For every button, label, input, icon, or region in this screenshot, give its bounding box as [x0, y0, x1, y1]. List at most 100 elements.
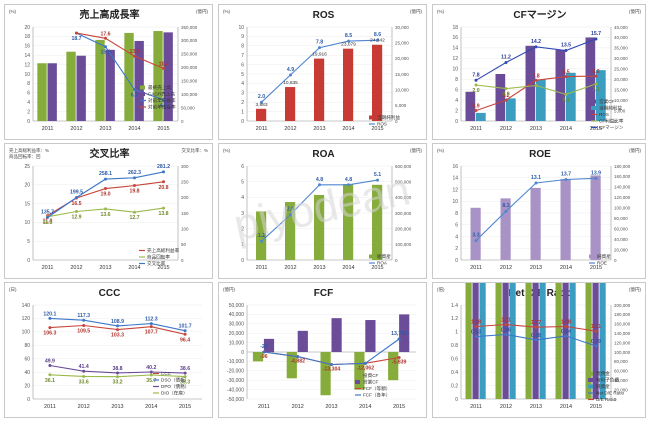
roe-data-label: 8.3: [502, 203, 509, 209]
ros-y-tick: 8: [241, 44, 244, 50]
growth-y-tick: 0: [27, 119, 30, 125]
de-legend-swatch: [588, 378, 593, 382]
roe-y2-tick: 0: [614, 258, 617, 263]
de-point-0-3: [564, 334, 568, 338]
roe-y2-tick: 100,000: [614, 206, 631, 211]
fcf-bar-0-0: [252, 352, 264, 362]
turnover-y-tick: 15: [24, 201, 30, 207]
turnover-data-label: 12.9: [71, 214, 81, 220]
de-bar-2-1: [509, 283, 516, 399]
de-bar-0-4: [585, 283, 592, 399]
ros-data-label: 8.6: [374, 32, 381, 38]
ros-y-tick: 0: [241, 119, 244, 125]
ros-bar-label: 3,883: [255, 102, 267, 108]
ros-y2-tick: 5,000: [395, 103, 407, 108]
fcf-data-label: -13,304: [323, 367, 341, 373]
cf-data-label: 11.2: [501, 55, 511, 61]
turnover-point-1-4: [162, 206, 165, 210]
cf-legend-label: CF利益比率: [599, 118, 624, 125]
de-data-label: 1.01: [591, 324, 601, 330]
cf-point-2-3: [564, 49, 568, 52]
cf-bar-0-1: [495, 74, 506, 121]
cf-y-tick: 14: [452, 46, 458, 52]
ccc-point-2-1: [82, 369, 86, 373]
turnover-y2-tick: 250: [181, 179, 189, 184]
fcf-bar-1-0: [263, 338, 275, 352]
ros-point-0-1: [289, 73, 292, 77]
ros-y-tick: 4: [241, 81, 244, 87]
cf-legend-label: ROS: [599, 112, 609, 117]
de-data-label: 0.88: [531, 333, 541, 339]
roe-y-tick: 8: [455, 211, 458, 217]
fcf-bar-0-2: [320, 352, 331, 396]
growth-data-label: 11.2: [159, 61, 169, 67]
cf-y2-tick: 0: [614, 119, 617, 124]
roe-x-tick: 2014: [560, 265, 572, 271]
cf-data-label: 7.8: [532, 73, 539, 79]
growth-bar-1-1: [76, 55, 86, 121]
cf-y-tick: 8: [455, 77, 458, 83]
ccc-point-1-4: [183, 329, 187, 333]
growth-bar-1-4: [163, 32, 173, 121]
roe-point-0-3: [564, 178, 568, 182]
ros-x-tick: 2011: [256, 126, 268, 132]
fcf-y-tick: -30,000: [227, 378, 244, 384]
fcf-y-tick: -40,000: [227, 387, 244, 393]
cf-point-2-1: [504, 61, 508, 65]
ros-legend-label: 当期純利益: [377, 114, 400, 121]
ccc-point-2-2: [116, 371, 119, 375]
turnover-x-tick: 2015: [157, 265, 169, 271]
turnover-y-tick: 20: [24, 183, 30, 189]
fcf-svg: FCF (億円) -50,000 -40,000 -30,000 -20,000 -10,0…: [223, 286, 416, 410]
roe-point-0-1: [504, 209, 508, 213]
roa-y-tick: 6: [241, 164, 244, 170]
growth-legend-label: 対前年成長率: [148, 104, 176, 111]
ros-point-0-2: [318, 46, 321, 50]
fcf-point-1-0: [262, 350, 266, 354]
cf-point-1-1: [504, 87, 508, 91]
ccc-x-tick: 2015: [179, 404, 191, 410]
de-svg: Net D/E Ratio (倍) (億円) 0 0.2 0.4 0.6 0.8 1 1.2 1.4…: [437, 283, 641, 410]
roa-svg: ROA (%) (億円) 0 1 2 3 4 5 6 0 100,000 200,000 300,000 4…: [223, 147, 422, 271]
de-bar-0-0: [465, 283, 472, 399]
roe-legend-label: ROE: [597, 261, 607, 266]
roe-y-tick: 12: [452, 187, 458, 193]
fcf-y-tick: 30,000: [229, 322, 245, 328]
de-bar-2-2: [539, 283, 546, 399]
roe-y2-tick: 20,000: [614, 247, 628, 252]
cf-y2-tick: 30,000: [614, 56, 628, 61]
ros-bar-0-3: [343, 48, 354, 121]
ccc-y-tick: 0: [27, 397, 30, 403]
ccc-y-tick: 140: [22, 303, 31, 309]
turnover-x-tick: 2013: [99, 265, 111, 271]
ros-y-tick: 9: [241, 34, 244, 40]
roe-point-0-2: [534, 181, 538, 185]
fcf-y-tick: 10,000: [229, 340, 245, 346]
growth-data-label: 4.5: [160, 103, 167, 109]
turnover-data-label: 20.8: [158, 185, 168, 191]
de-bar-0-1: [495, 283, 502, 399]
roe-y-tick: 2: [455, 246, 458, 252]
ccc-y-tick: 120: [22, 316, 31, 322]
de-legend-swatch: [588, 371, 593, 376]
roa-legend-label: ROA: [377, 261, 388, 266]
growth-point-1-1: [75, 31, 78, 35]
roa-y2-tick: 400,000: [395, 195, 412, 200]
roe-bar-0-4: [590, 175, 601, 260]
fcf-data-label: -12,062: [356, 365, 374, 371]
ccc-point-3-2: [116, 375, 119, 379]
cf-bar-0-0: [465, 91, 476, 121]
roa-legend-swatch: [369, 254, 374, 259]
cf-title: CFマージン: [513, 9, 566, 21]
roe-data-label: 13.1: [531, 175, 541, 181]
growth-left-axis-label: (%): [9, 9, 16, 14]
de-y-tick: 0: [455, 397, 458, 403]
de-y2-tick: 20,000: [614, 387, 628, 392]
growth-x-tick: 2012: [70, 126, 82, 132]
ros-x-tick: 2015: [371, 126, 383, 132]
ccc-point-3-1: [82, 374, 86, 378]
ccc-legend-label: DPO（債務）: [161, 383, 189, 390]
ros-y-tick: 3: [241, 91, 244, 97]
fcf-x-tick: 2013: [325, 404, 337, 410]
ccc-data-label: 36.1: [45, 378, 55, 384]
